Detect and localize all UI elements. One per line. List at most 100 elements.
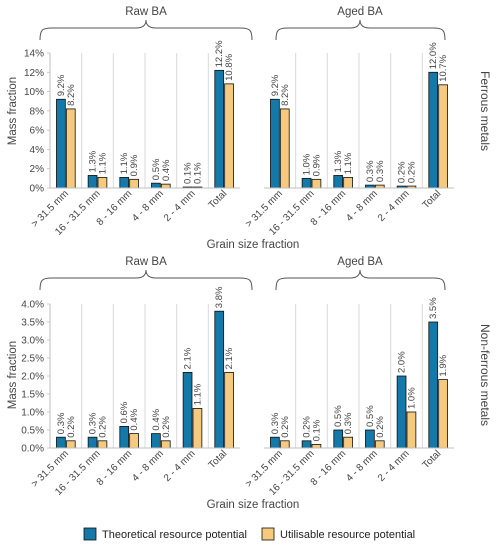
y-tick-label: 4% <box>30 145 45 156</box>
x-tick-label: Total <box>421 188 444 211</box>
data-label: 0.5% <box>151 158 162 180</box>
bar-non-ferrous-metals-aged-ba-8-16-mm-utilisable <box>343 436 353 449</box>
data-label: 0.1% <box>183 162 194 184</box>
bar-ferrous-metals-raw-ba-4-8-mm-theoretical <box>151 182 161 189</box>
data-label: 10.7% <box>438 54 449 81</box>
bar-non-ferrous-metals-aged-ba-16-31-5-mm-theoretical <box>301 440 312 449</box>
bar-non-ferrous-metals-aged-ba-total-utilisable <box>438 379 448 449</box>
data-label: 3.8% <box>214 286 225 308</box>
y-tick-label: 12% <box>24 68 44 79</box>
bar-ferrous-metals-raw-ba-8-16-mm-utilisable <box>129 178 139 189</box>
bar-ferrous-metals-aged-ba-31-5-mm-theoretical <box>270 98 280 189</box>
data-label: 0.2% <box>161 416 172 438</box>
data-label: 1.1% <box>119 152 130 174</box>
bar-non-ferrous-metals-raw-ba-31-5-mm-utilisable <box>65 440 76 449</box>
group-brace-aged-ba-ferrous <box>275 19 446 41</box>
y-tick-label: 0.5% <box>21 426 44 437</box>
y-tick-label: 3.0% <box>21 336 44 347</box>
bar-non-ferrous-metals-raw-ba-16-31-5-mm-theoretical <box>87 436 98 449</box>
group-brace-raw-ba-non-ferrous <box>39 269 253 291</box>
bar-non-ferrous-metals-aged-ba-4-8-mm-theoretical <box>365 429 375 449</box>
legend-label-theoretical: Theoretical resource potential <box>102 529 247 541</box>
chart-non-ferrous-metals: Mass fraction Non-ferrous metals Grain s… <box>7 256 492 511</box>
data-label: 0.2% <box>406 161 417 183</box>
data-label: 0.3% <box>270 412 281 434</box>
y-axis-title-non-ferrous: Mass fraction <box>7 341 19 409</box>
bar-non-ferrous-metals-raw-ba-31-5-mm-theoretical <box>56 436 66 449</box>
data-label: 1.1% <box>97 152 108 174</box>
data-label: 2.1% <box>183 347 194 369</box>
plot-area-non-ferrous: 0.0% 0.5% 1.0% 1.5% 2.0% 2.5% 3.0% 3.5% 4.0% 0.3%… <box>21 286 454 498</box>
x-tick-label: Total <box>421 448 444 471</box>
y-tick-label: 2.5% <box>21 354 44 365</box>
data-label: 0.1% <box>192 162 203 184</box>
y-tick-label: 8% <box>30 106 45 117</box>
data-label: 0.9% <box>311 154 322 176</box>
data-label: 1.0% <box>406 387 417 409</box>
data-label: 9.2% <box>270 74 281 96</box>
x-tick-label: 4 - 8 mm <box>344 188 380 224</box>
group-title-aged-ba-ferrous: Aged BA <box>337 6 383 18</box>
group-brace-aged-ba-non-ferrous <box>275 269 446 291</box>
data-label: 1.1% <box>343 152 354 174</box>
data-label: 0.4% <box>161 159 172 181</box>
group-title-aged-ba-non-ferrous: Aged BA <box>337 256 383 268</box>
plot-area-ferrous: 0%2%4%6%8%10%12%14%9.2%8.2%> 31.5 mm1.3%… <box>24 40 454 238</box>
y-tick-label: 14% <box>24 49 44 60</box>
data-label: 0.2% <box>66 416 77 438</box>
bar-ferrous-metals-raw-ba-total-theoretical <box>214 69 225 189</box>
bar-non-ferrous-metals-raw-ba-2-4-mm-utilisable <box>192 407 203 449</box>
y-tick-label: 10% <box>24 87 44 98</box>
data-label: 0.4% <box>129 408 140 430</box>
bar-ferrous-metals-aged-ba-8-16-mm-theoretical <box>333 175 344 189</box>
data-label: 8.2% <box>280 84 291 106</box>
data-label: 1.1% <box>192 383 203 405</box>
data-label: 9.2% <box>56 74 67 96</box>
x-tick-label: 4 - 8 mm <box>344 448 380 484</box>
y-tick-label: 6% <box>30 126 45 137</box>
x-tick-label: 2 - 4 mm <box>376 188 412 224</box>
data-label: 2.1% <box>224 347 235 369</box>
bar-non-ferrous-metals-raw-ba-8-16-mm-utilisable <box>129 433 139 449</box>
bar-non-ferrous-metals-aged-ba-4-8-mm-utilisable <box>374 440 385 449</box>
x-tick-label: 4 - 8 mm <box>130 448 166 484</box>
bar-non-ferrous-metals-aged-ba-2-4-mm-utilisable <box>406 411 417 449</box>
legend-swatch-utilisable <box>261 527 275 541</box>
x-tick-label: 2 - 4 mm <box>376 448 412 484</box>
data-label: 1.3% <box>333 150 344 172</box>
y-tick-label: 1.5% <box>21 390 44 401</box>
bar-ferrous-metals-aged-ba-16-31-5-mm-utilisable <box>311 178 322 189</box>
bar-non-ferrous-metals-raw-ba-8-16-mm-theoretical <box>119 425 130 449</box>
bar-non-ferrous-metals-aged-ba-31-5-mm-utilisable <box>279 440 290 449</box>
data-label: 12.0% <box>428 42 439 69</box>
data-label: 1.0% <box>302 153 313 175</box>
data-label: 0.3% <box>375 160 386 182</box>
data-label: 2.0% <box>397 351 408 373</box>
bar-non-ferrous-metals-raw-ba-4-8-mm-theoretical <box>151 433 161 449</box>
bar-non-ferrous-metals-aged-ba-total-theoretical <box>428 321 439 449</box>
data-label: 0.3% <box>343 412 354 434</box>
bar-non-ferrous-metals-aged-ba-8-16-mm-theoretical <box>333 429 344 449</box>
bar-non-ferrous-metals-raw-ba-2-4-mm-theoretical <box>182 371 193 449</box>
y-tick-label: 3.5% <box>21 318 44 329</box>
x-tick-label: 4 - 8 mm <box>130 188 166 224</box>
x-tick-label: 2 - 4 mm <box>162 188 198 224</box>
bar-ferrous-metals-raw-ba-16-31-5-mm-theoretical <box>87 175 98 189</box>
y-tick-label: 0.0% <box>21 444 44 455</box>
data-label: 0.6% <box>119 401 130 423</box>
x-tick-label: Total <box>207 188 230 211</box>
bar-ferrous-metals-aged-ba-31-5-mm-utilisable <box>279 108 290 189</box>
data-label: 0.3% <box>88 412 99 434</box>
bar-non-ferrous-metals-raw-ba-16-31-5-mm-utilisable <box>97 440 108 449</box>
data-label: 3.5% <box>428 297 439 319</box>
data-label: 0.9% <box>129 154 140 176</box>
data-label: 0.3% <box>365 160 376 182</box>
row-label-ferrous: Ferrous metals <box>478 71 492 151</box>
data-label: 0.2% <box>397 161 408 183</box>
data-label: 12.2% <box>214 40 225 67</box>
data-label: 1.3% <box>88 150 99 172</box>
bar-ferrous-metals-aged-ba-total-theoretical <box>428 71 439 189</box>
data-label: 0.4% <box>151 408 162 430</box>
legend: Theoretical resource potential Utilisabl… <box>83 527 415 541</box>
